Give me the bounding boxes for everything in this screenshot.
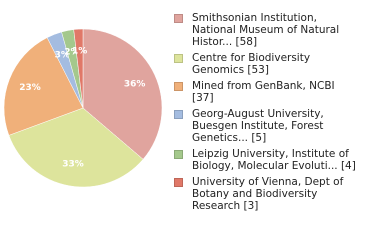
legend-entry: Centre for Biodiversity Genomics [53] [172,52,372,76]
legend: Smithsonian Institution, National Museum… [172,12,372,216]
legend-swatch [174,150,183,159]
legend-swatch [174,82,183,91]
legend-entry: Georg-August University, Buesgen Institu… [172,108,372,144]
slice-label: 2% [64,48,79,58]
legend-swatch [174,14,183,23]
legend-entry: Mined from GenBank, NCBI [37] [172,80,372,104]
legend-label: Centre for Biodiversity Genomics [53] [192,52,311,76]
legend-label: Leipzig University, Institute of Biology… [192,148,356,172]
legend-swatch [174,54,183,63]
legend-swatch [174,178,183,187]
slice-label: 36% [124,80,146,90]
pie-slice [8,107,144,188]
legend-label: Mined from GenBank, NCBI [37] [192,80,335,104]
slice-label: 23% [19,83,41,93]
slice-label: 33% [62,159,84,169]
legend-entry: University of Vienna, Dept of Botany and… [172,176,372,212]
legend-label: University of Vienna, Dept of Botany and… [192,176,344,212]
pie-slice [82,28,163,160]
pie-chart: 36% 33% 23% 3%2%1% [3,28,163,188]
pie-slice [73,28,84,109]
pie-slice [3,37,84,136]
legend-label: Smithsonian Institution, National Museum… [192,12,340,48]
legend-label: Georg-August University, Buesgen Institu… [192,108,324,144]
legend-swatch [174,110,183,119]
slice-label: 3% [55,51,70,61]
legend-entry: Leipzig University, Institute of Biology… [172,148,372,172]
legend-entry: Smithsonian Institution, National Museum… [172,12,372,48]
slice-label: 1% [72,47,87,57]
